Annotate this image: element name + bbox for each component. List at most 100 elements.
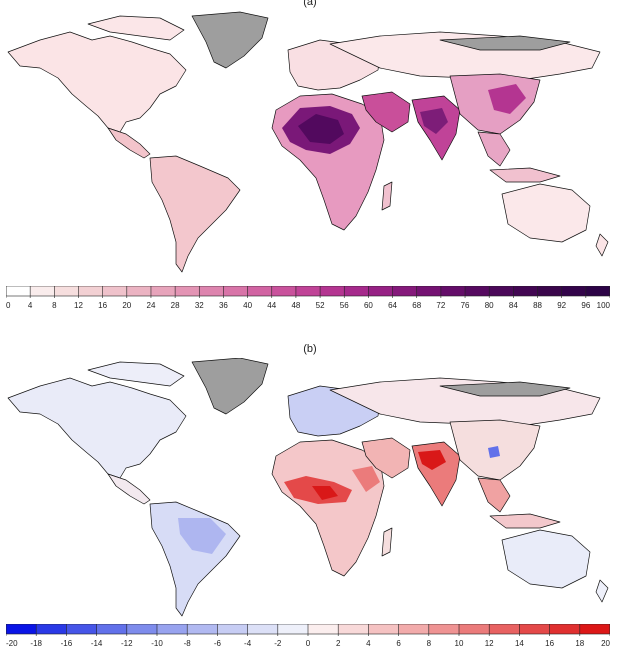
panel-a-colorbar-cell [585, 286, 610, 296]
panel-a-colorbar-cell [102, 286, 128, 296]
australia [501, 183, 591, 243]
panel-a-colorbar-cell [30, 286, 55, 296]
panel-b-colorbar-tick-label: 2 [336, 639, 341, 648]
panel-a-colorbar-tick-label: 52 [316, 301, 325, 310]
central-america [107, 127, 151, 159]
panel-a-colorbar-tick-label: 44 [267, 301, 276, 310]
panel-b-colorbar-tick-label: -16 [61, 639, 73, 648]
panel-a-colorbar-tick-label: 84 [509, 301, 518, 310]
panel-a-colorbar-cell [489, 286, 514, 296]
panel-a-colorbar-tick-label: 64 [388, 301, 397, 310]
panel-b-colorbar-tick-label: 16 [545, 639, 554, 648]
panel-a-label: (a) [303, 0, 317, 8]
china-high [488, 84, 526, 114]
north-america-b [7, 377, 187, 479]
panel-a-colorbar-cell [344, 286, 369, 296]
madagascar [381, 181, 393, 211]
africa-b [271, 439, 385, 577]
panel-a-colorbar-tick-label: 4 [28, 301, 33, 310]
panel-b-colorbar-cell [217, 624, 249, 634]
panel-a-colorbar: 0 4 8 12 16 20 24 28 32 36 40 44 48 52 56 60 64 68 72 76 80 8… [6, 286, 610, 310]
panel-a-colorbar-tick-label: 56 [340, 301, 349, 310]
arctic-islands [87, 15, 185, 41]
panel-a-colorbar-tick-label: 60 [364, 301, 373, 310]
australia-b [501, 529, 591, 589]
panel-a-colorbar-tick-label: 88 [533, 301, 542, 310]
se-asia [477, 131, 511, 167]
panel-b-colorbar-cell [459, 624, 490, 634]
panel-a-colorbar-cell [6, 286, 31, 296]
panel-b-colorbar-cell [157, 624, 188, 634]
india-core [420, 108, 448, 134]
panel-a-colorbar-tick-label: 0 [6, 301, 11, 310]
panel-a-colorbar-cell [199, 286, 224, 296]
panel-b-colorbar-tick-label: 12 [485, 639, 494, 648]
middle-east-b [361, 437, 411, 479]
panel-b-colorbar-cell [368, 624, 400, 634]
panel-b-colorbar-tick-label: -6 [214, 639, 222, 648]
panel-a-colorbar-tick-label: 68 [412, 301, 421, 310]
north-america [7, 31, 187, 133]
panel-b-colorbar-cell [277, 624, 309, 634]
panel-b-colorbar-tick-label: 20 [601, 639, 610, 648]
panel-a-colorbar-cell [295, 286, 321, 296]
new-zealand [595, 233, 609, 257]
new-zealand-b [595, 579, 609, 603]
panel-a-colorbar-cell [440, 286, 466, 296]
panel-a-colorbar-cell [465, 286, 490, 296]
panel-a-colorbar-cell [247, 286, 273, 296]
panel-a-colorbar-cell [320, 286, 345, 296]
panel-b-colorbar-cell [398, 624, 430, 634]
panel-b-map [7, 358, 609, 617]
se-asia-b [477, 477, 511, 513]
panel-a-colorbar-tick-label: 28 [171, 301, 180, 310]
panel-b-colorbar-cell [338, 624, 369, 634]
horn-warm [352, 466, 380, 492]
panel-b-label: (b) [303, 343, 317, 355]
panel-a-colorbar-tick-label: 32 [195, 301, 204, 310]
panel-a-colorbar-tick-label: 8 [52, 301, 57, 310]
panel-a-colorbar-cell [223, 286, 249, 296]
greenland [191, 11, 269, 69]
panel-b-colorbar-cell [247, 624, 279, 634]
panel-b-colorbar-cell [36, 624, 67, 634]
india-hot [418, 450, 446, 470]
panel-a-colorbar-cell [150, 286, 176, 296]
sahara-core [298, 114, 344, 144]
panel-b-colorbar-cell [549, 624, 581, 634]
panel-a-colorbar-cell [368, 286, 394, 296]
panel-b-colorbar-cell [126, 624, 158, 634]
panel-b-colorbar-tick-label: 10 [455, 639, 464, 648]
middle-east [361, 91, 411, 133]
panel-a-colorbar-tick-label: 72 [436, 301, 445, 310]
panel-b-colorbar-tick-label: 4 [366, 639, 371, 648]
indonesia [489, 167, 561, 183]
panel-a-colorbar-tick-label: 48 [291, 301, 300, 310]
indonesia-b [489, 513, 561, 529]
panel-b-colorbar-cell [489, 624, 520, 634]
panel-b-colorbar-tick-label: -20 [6, 639, 18, 648]
china-cool [488, 446, 500, 458]
panel-a-colorbar-tick-label: 80 [485, 301, 494, 310]
panel-a-colorbar-tick-label: 16 [98, 301, 107, 310]
panel-a-colorbar-cell [54, 286, 79, 296]
panel-b-colorbar-cell [428, 624, 460, 634]
panel-a-colorbar-cell [175, 286, 200, 296]
arctic-ice [439, 35, 571, 51]
panel-b-colorbar-tick-label: 18 [575, 639, 584, 648]
madagascar-b [381, 527, 393, 557]
panel-b-colorbar: -20 -18 -16 -14 -12 -10 -8 -6 -4 -2 0 2 4 6 8 10 12 14 16 1… [6, 624, 610, 648]
panel-b-colorbar-tick-label: 8 [427, 639, 432, 648]
panel-a-colorbar-tick-label: 100 [597, 301, 610, 310]
panel-a-colorbar-cell [78, 286, 104, 296]
greenland-b [191, 358, 269, 415]
panel-b-colorbar-tick-label: 14 [515, 639, 524, 648]
panel-b-colorbar-tick-label: -4 [244, 639, 252, 648]
panel-a-colorbar-tick-label: 92 [557, 301, 566, 310]
panel-a-colorbar-tick-label: 76 [461, 301, 470, 310]
panel-a-colorbar-cell [271, 286, 297, 296]
panel-a-colorbar-tick-label: 24 [147, 301, 156, 310]
panel-b-colorbar-cell [579, 624, 610, 634]
panel-a-colorbar-cell [392, 286, 418, 296]
panel-a-colorbar-cell [126, 286, 152, 296]
